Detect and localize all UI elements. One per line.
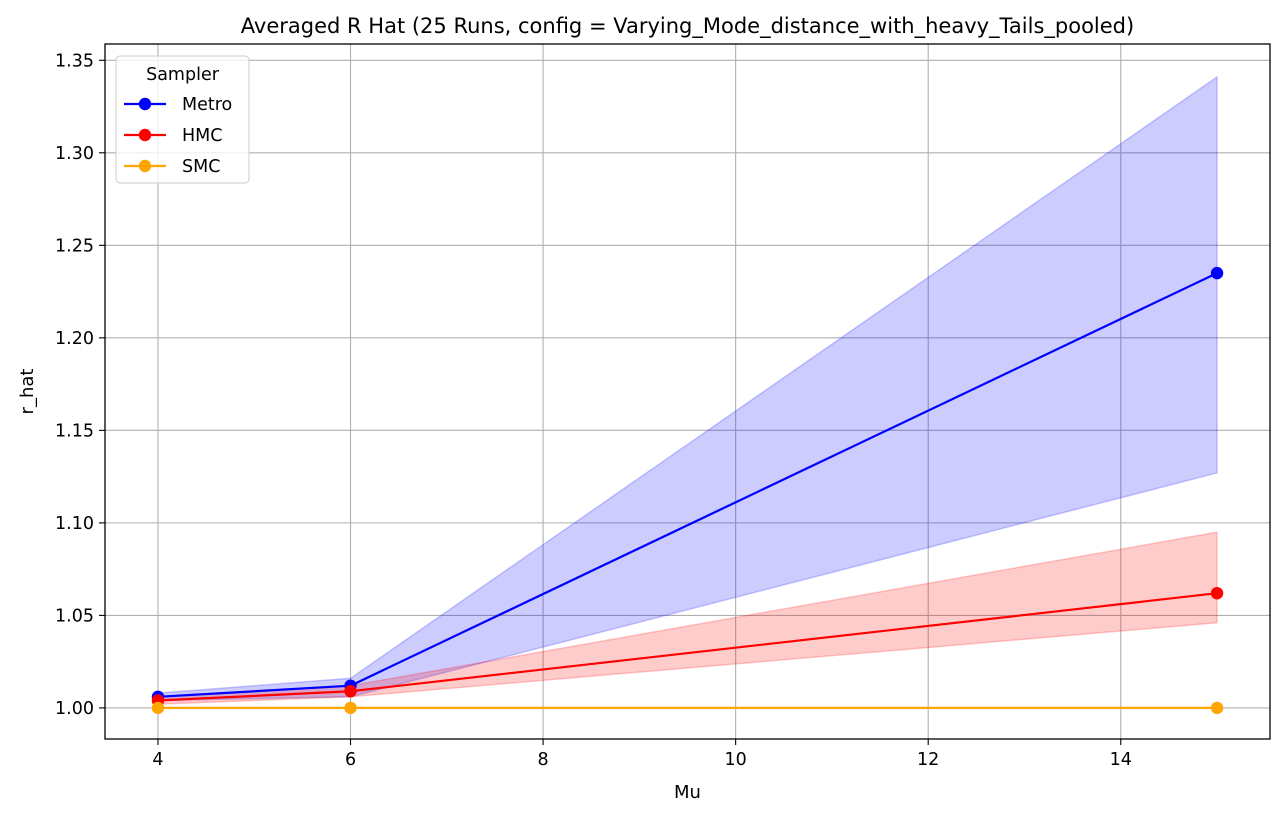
data-point-hmc <box>1210 586 1224 600</box>
legend-label: SMC <box>182 157 220 177</box>
legend-box <box>115 55 250 184</box>
data-point-hmc <box>344 685 357 698</box>
legend-label: Metro <box>182 95 232 115</box>
legend-title: Sampler <box>146 65 220 85</box>
x-tick-label: 8 <box>538 750 549 770</box>
series-points <box>151 266 1224 715</box>
x-tick-label: 6 <box>345 750 356 770</box>
y-tick-label: 1.35 <box>55 51 94 71</box>
y-tick-label: 1.10 <box>55 514 94 534</box>
x-tick-label: 14 <box>1110 750 1132 770</box>
legend: Sampler Metro HMC SMC <box>115 55 250 184</box>
y-tick-label: 1.15 <box>55 421 94 441</box>
legend-items: Metro HMC SMC <box>124 95 232 177</box>
x-tick-label: 4 <box>152 750 163 770</box>
x-axis-title: Mu <box>674 782 701 803</box>
y-tick-label: 1.00 <box>55 699 94 719</box>
legend-swatch-marker <box>138 97 152 111</box>
chart-title: Averaged R Hat (25 Runs, config = Varyin… <box>241 14 1134 39</box>
legend-swatch-marker <box>138 159 152 173</box>
plot-frame <box>104 43 1271 740</box>
legend-swatch-marker <box>138 128 152 142</box>
legend-item-metro: Metro <box>124 95 232 115</box>
y-tick-label: 1.20 <box>55 329 94 349</box>
y-tick-label: 1.30 <box>55 144 94 164</box>
y-tick-label: 1.05 <box>55 606 94 626</box>
legend-item-hmc: HMC <box>124 126 222 146</box>
grid <box>105 44 1270 739</box>
y-axis-ticks: 1.00 1.05 1.10 1.15 1.20 1.25 1.30 1.35 <box>55 51 105 719</box>
x-axis-ticks: 4 6 8 10 12 14 <box>152 739 1132 770</box>
x-tick-label: 12 <box>917 750 939 770</box>
y-tick-label: 1.25 <box>55 236 94 256</box>
legend-item-smc: SMC <box>124 157 220 177</box>
data-point-smc <box>151 701 165 715</box>
data-point-metro <box>1210 266 1224 280</box>
x-tick-label: 10 <box>724 750 746 770</box>
data-point-smc <box>1210 701 1224 715</box>
data-point-smc <box>344 701 357 715</box>
y-axis-title: r_hat <box>17 369 38 415</box>
legend-label: HMC <box>182 126 222 146</box>
